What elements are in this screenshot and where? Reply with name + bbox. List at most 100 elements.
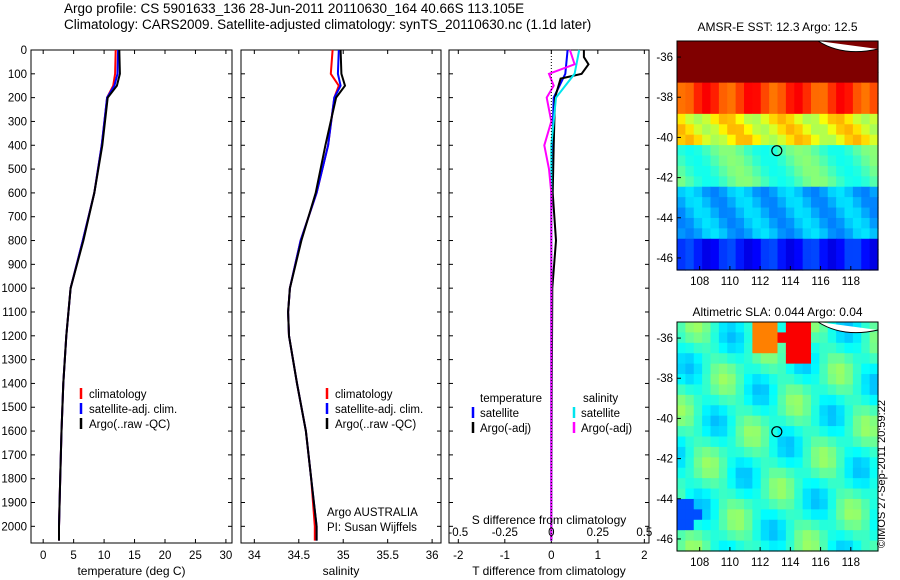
map-cell [710,457,720,469]
map-cell [710,467,720,479]
map-cell [693,238,703,250]
map-cell [827,197,837,209]
map-cell [819,478,829,490]
map-cell [844,165,854,177]
map-cell [718,384,728,396]
map-cell [710,363,720,375]
map-cell [794,426,804,438]
map-cell [685,259,695,271]
map-cell [760,217,770,229]
header-subtitle: Climatology: CARS2009. Satellite-adjuste… [64,17,592,32]
map-cell [677,342,686,354]
map-cell [760,72,770,84]
map-cell [819,540,829,552]
map-cell [785,426,795,438]
map-cell [685,394,695,406]
map-cell [844,93,854,105]
map-cell [752,207,762,219]
map-cell [702,197,712,209]
map-cell [844,478,854,490]
map-cell [869,134,879,146]
map-cell [718,51,728,63]
map-cell [827,415,837,427]
map-cell [677,51,686,63]
map-cell [727,207,737,219]
map-cell [819,103,829,115]
map-cell [794,530,804,542]
map-cell [769,457,779,469]
map-cell [769,394,779,406]
map-cell [718,113,728,125]
map-cell [718,353,728,365]
map-cell [869,207,879,219]
map-cell [844,197,854,209]
map-cell [802,82,812,94]
map-cell [852,51,862,63]
map-cell [752,426,762,438]
map-cell [752,41,762,53]
map-cell [752,436,762,448]
map-cell [718,488,728,500]
coastline [817,321,879,334]
map-cell [852,446,862,458]
map-cell [677,103,686,115]
map-cell [744,384,753,396]
map-cell [861,113,871,125]
map-cell [869,405,879,417]
map-cell [852,228,862,240]
map-cell [769,353,779,365]
map-cell [744,176,753,188]
map-cell [802,436,812,448]
map-cell [744,113,753,125]
map-cell [819,72,829,84]
map-cell [827,134,837,146]
map-cell [718,457,728,469]
lon-tick-label: 108 [690,276,709,288]
map-cell [760,61,770,73]
map-cell [752,322,762,334]
map-cell [852,61,862,73]
lat-tick-label: -38 [656,92,673,104]
map-cell [710,530,720,542]
map-cell [769,207,779,219]
map-cell [811,61,820,73]
map-cell [802,93,812,105]
map-cell [702,457,712,469]
map-cell [677,238,686,250]
map-cell [685,353,695,365]
map-cell [811,332,820,344]
map-cell [827,259,837,271]
map-cell [861,93,871,105]
map-cell [769,478,779,490]
map-cell [836,124,846,136]
lat-tick-label: -42 [656,173,673,185]
map-cell [861,426,871,438]
depth-tick-label: 1700 [1,450,27,462]
map-cell [861,72,871,84]
map-cell [811,322,820,334]
map-cell [836,457,846,469]
map-cell [744,498,753,510]
map-cell [702,540,712,552]
map-cell [852,238,862,250]
map-cell [735,467,745,479]
map-cell [718,61,728,73]
map-cell [852,467,862,479]
map-cell [710,436,720,448]
map-cell [769,467,779,479]
map-cell [760,353,770,365]
x-tick-label: 30 [220,550,233,562]
argo-position-marker [771,145,783,157]
map-cell [769,374,779,386]
map-cell [836,93,846,105]
map-cell [702,394,712,406]
map-cell [693,488,703,500]
map-cell [836,342,846,354]
map-cell [869,415,879,427]
map-cell [785,176,795,188]
map-cell [735,332,745,344]
map-cell [819,509,829,521]
map-cell [844,353,854,365]
map-cell [693,217,703,229]
map-cell [744,342,753,354]
